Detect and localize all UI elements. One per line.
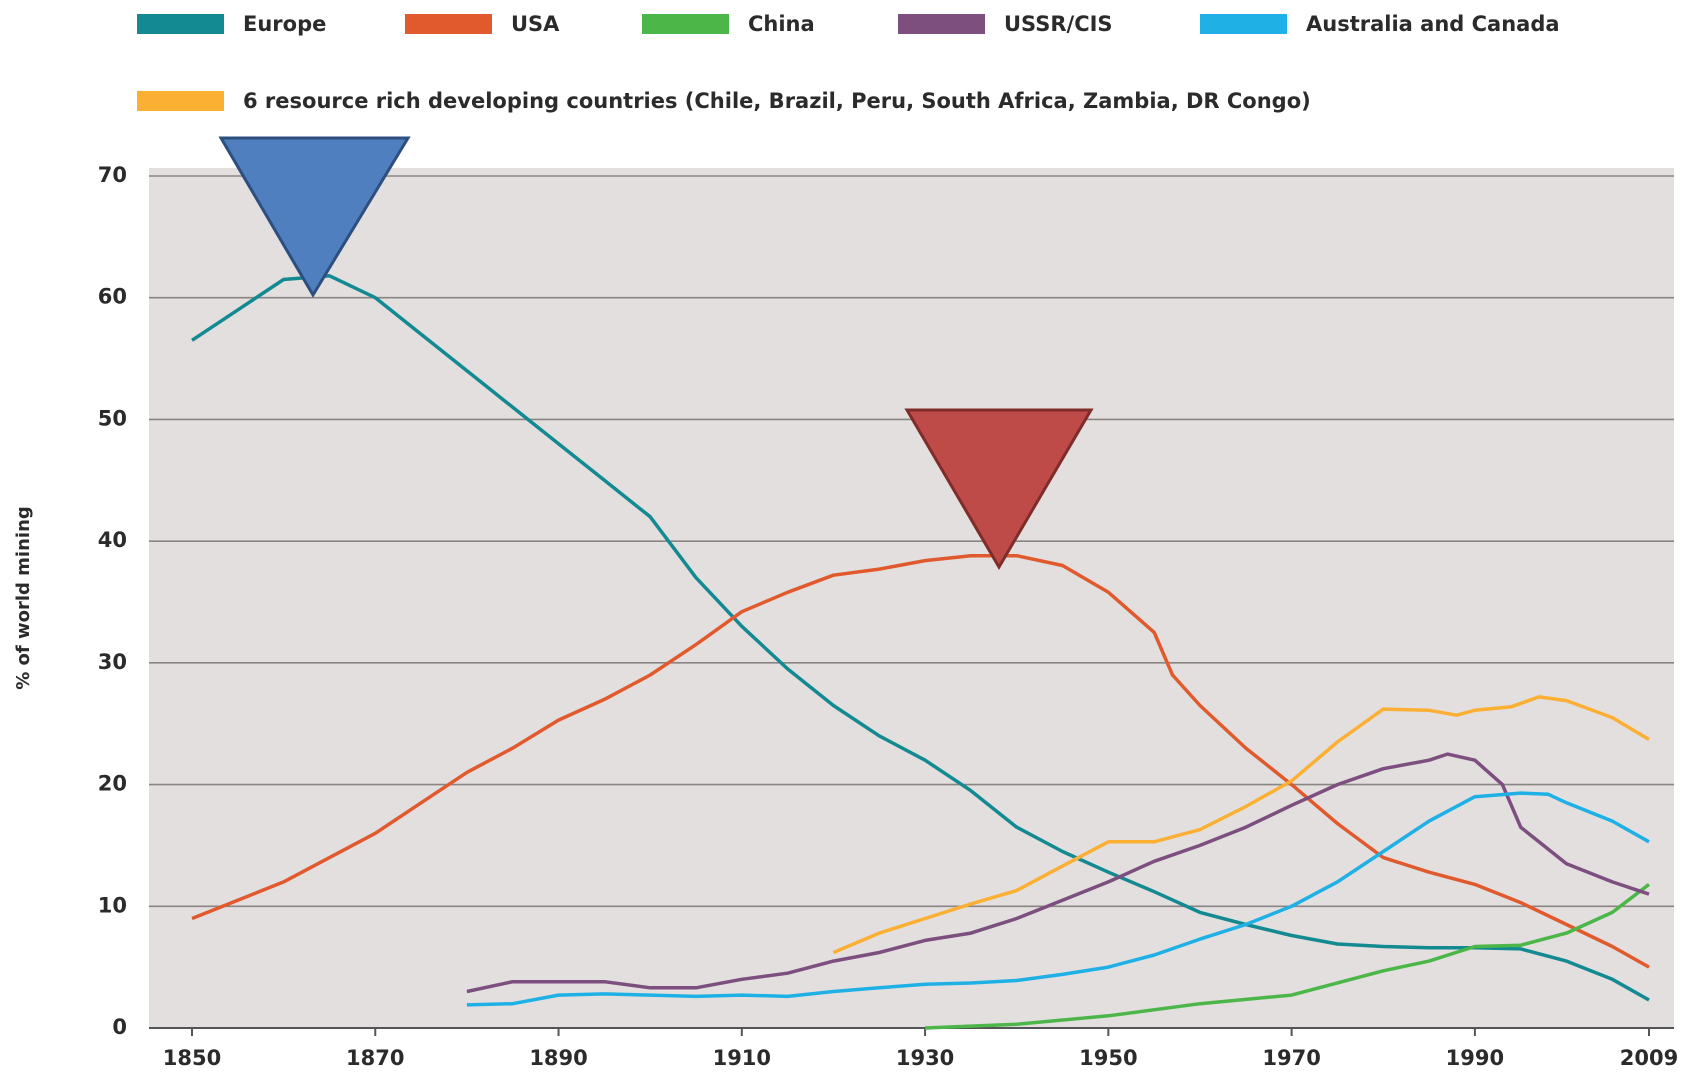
series-line [925,883,1651,1030]
x-tick-label: 1970 [1262,1046,1320,1070]
y-tick-label: 10 [98,893,127,917]
x-tick-label: 2009 [1620,1046,1678,1070]
legend-swatch [898,14,985,34]
y-tick-label: 70 [98,163,127,187]
legend-label: USSR/CIS [1004,12,1113,36]
y-tick-label: 60 [98,285,127,309]
lines [191,274,1651,1030]
y-tick-label: 50 [98,406,127,430]
x-tick-label: 1870 [346,1046,404,1070]
series-line [832,695,1650,955]
peak-marker [904,408,1094,570]
x-tick-label: 1990 [1446,1046,1504,1070]
x-tick-label: 1850 [163,1046,221,1070]
plot-background [149,168,1674,1028]
legend-swatch [1200,14,1287,34]
legend-label: Europe [243,12,326,36]
legend-label: Australia and Canada [1306,12,1560,36]
legend-swatch [137,91,224,111]
series-line [466,752,1650,994]
legend-label: 6 resource rich developing countries (Ch… [243,89,1311,113]
series-line [191,274,1650,1002]
x-tick-label: 1950 [1079,1046,1137,1070]
legend-swatch [405,14,492,34]
x-tick-label: 1890 [529,1046,587,1070]
legend-label: USA [511,12,560,36]
peak-marker [218,136,411,298]
y-axis-label: % of world mining [13,506,34,690]
x-tick-label: 1910 [713,1046,771,1070]
y-tick-label: 30 [98,650,127,674]
x-tick-label: 1930 [896,1046,954,1070]
legend-swatch [642,14,729,34]
legend: Europe USA China USSR/CIS Australia and Cana… [137,12,1560,113]
y-tick-label: 20 [98,772,127,796]
y-tick-label: 0 [112,1015,127,1039]
series-line [191,553,1650,969]
series-line [466,791,1650,1007]
legend-label: China [748,12,815,36]
legend-swatch [137,14,224,34]
y-tick-label: 40 [98,528,127,552]
